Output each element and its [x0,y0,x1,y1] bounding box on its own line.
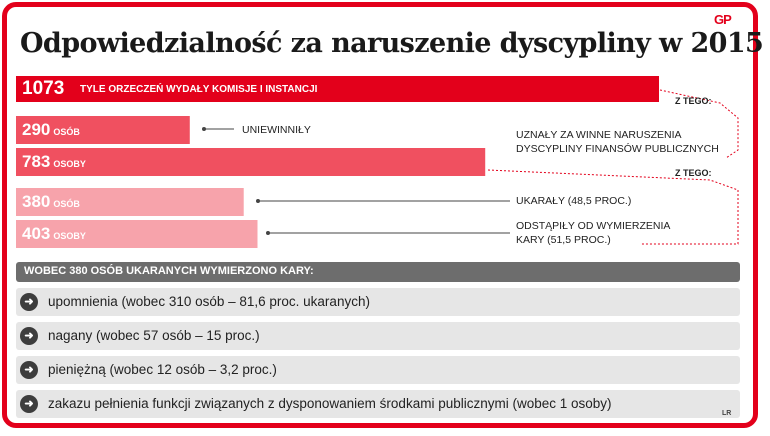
bar-value-unit: osoby [53,231,86,241]
list-item-text: upomnienia (wobec 310 osób – 81,6 proc. … [48,294,370,309]
z-tego-label: Z TEGO: [675,96,712,106]
bar-value-label: 380 osób [22,192,80,212]
bar-290 [16,116,190,144]
bar-value-number: 1073 [22,78,65,99]
bar-value-number: 290 [22,120,51,139]
label-uniewinnily: UNIEWINNIŁY [242,124,311,136]
bracket-dotted [487,169,739,245]
bar-value-unit: osób [53,127,80,137]
bar-value-number: 783 [22,152,51,171]
list-item-text: nagany (wobec 57 osób – 15 proc.) [48,328,260,343]
author-credit: LR [722,410,732,417]
label-uznaly-line1: UZNAŁY ZA WINNE NARUSZENIA [516,129,682,141]
bar-chart [16,76,739,248]
bracket-dotted [659,89,739,159]
bar-value-label: 290 osób [22,120,80,140]
list-item: ➜ nagany (wobec 57 osób – 15 proc.) [16,322,740,350]
penalties-header-text: WOBEC 380 OSÓB UKARANYCH WYMIERZONO KARY… [24,265,314,277]
connector-dot [266,231,270,235]
arrow-right-icon: ➜ [20,327,38,345]
arrow-right-icon: ➜ [20,361,38,379]
label-uznaly-line2: DYSCYPLINY FINANSÓW PUBLICZNYCH [516,143,719,155]
list-item: ➜ upomnienia (wobec 310 osób – 81,6 proc… [16,288,740,316]
list-item: ➜ zakazu pełnienia funkcji związanych z … [16,390,740,418]
penalties-header: WOBEC 380 OSÓB UKARANYCH WYMIERZONO KARY… [16,262,740,282]
connector-dot [202,127,206,131]
bar-value-label: 403 osoby [22,224,86,244]
bar-783 [16,148,486,176]
bar-value-label: 783 osoby [22,152,86,172]
list-item-text: pieniężną (wobec 12 osób – 3,2 proc.) [48,362,277,377]
bar-description: TYLE ORZECZEŃ WYDAŁY KOMISJE I INSTANCJI [80,84,318,95]
bar-value-number: 380 [22,192,51,211]
bar-value-label: 1073 [22,78,64,100]
arrow-right-icon: ➜ [20,293,38,311]
chart-title: Odpowiedzialność za naruszenie dyscyplin… [20,28,770,59]
label-ukaraly: UKARAŁY (48,5 PROC.) [516,195,632,207]
z-tego-label: Z TEGO: [675,168,712,178]
list-item: ➜ pieniężną (wobec 12 osób – 3,2 proc.) [16,356,740,384]
bar-value-unit: osoby [53,159,86,169]
label-odstapily-line1: ODSTĄPIŁY OD WYMIERZENIA [516,220,671,232]
bar-380 [16,188,244,216]
bar-1073 [16,76,659,102]
connector-dot [256,199,260,203]
list-item-text: zakazu pełnienia funkcji związanych z dy… [48,396,612,411]
logo: GP [714,12,732,27]
arrow-right-icon: ➜ [20,395,38,413]
bar-value-unit: osób [53,199,80,209]
bar-403 [16,220,258,248]
label-odstapily-line2: KARY (51,5 PROC.) [516,234,611,246]
bar-value-number: 403 [22,224,51,243]
